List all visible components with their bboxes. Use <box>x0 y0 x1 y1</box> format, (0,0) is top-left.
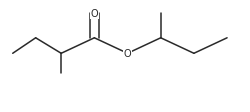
Text: O: O <box>124 49 131 59</box>
Text: O: O <box>90 9 98 19</box>
